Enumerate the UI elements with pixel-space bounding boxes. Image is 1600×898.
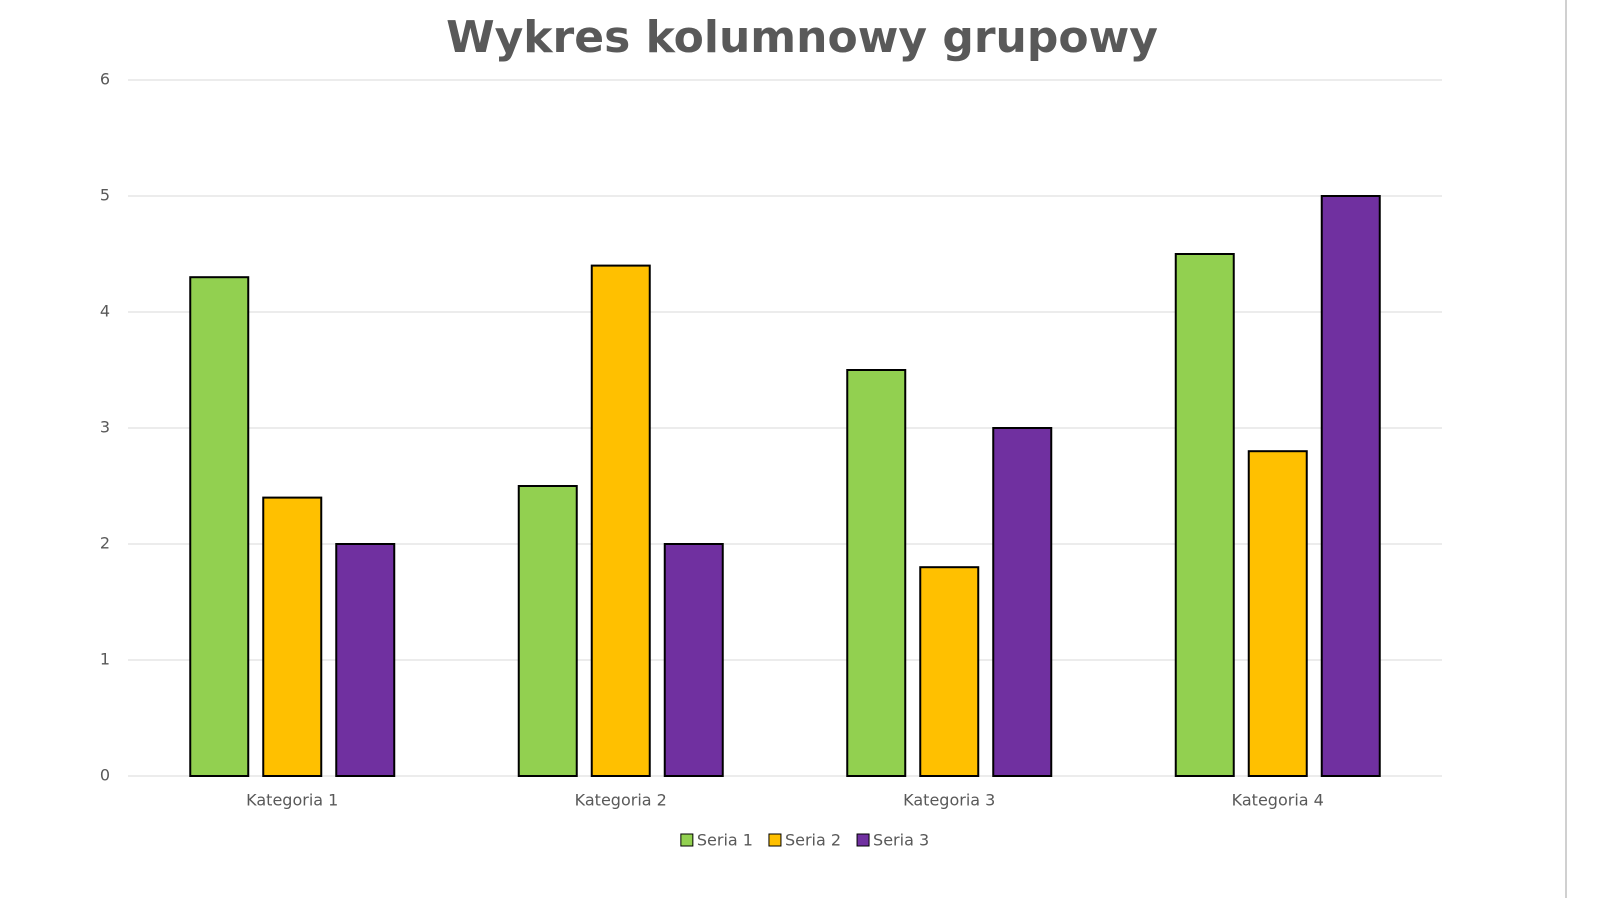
y-tick-label: 0 (100, 766, 110, 785)
x-tick-label: Kategoria 4 (1232, 791, 1324, 810)
legend-swatch (856, 833, 870, 847)
y-tick-label: 1 (100, 650, 110, 669)
legend-swatch (768, 833, 782, 847)
bar (590, 264, 651, 777)
x-tick-label: Kategoria 1 (246, 791, 338, 810)
bar (1247, 450, 1308, 777)
legend-label: Seria 2 (785, 831, 841, 850)
chart-title: Wykres kolumnowy grupowy (446, 12, 1158, 63)
bar (1174, 253, 1235, 777)
x-tick-label: Kategoria 2 (575, 791, 667, 810)
legend: Seria 1 Seria 2 Seria 3 (680, 831, 929, 850)
bar (189, 276, 250, 777)
x-tick-label: Kategoria 3 (903, 791, 995, 810)
bar (262, 496, 323, 777)
bar (919, 566, 980, 778)
y-tick-label: 6 (100, 70, 110, 89)
bar (992, 427, 1053, 777)
legend-label: Seria 1 (697, 831, 753, 850)
y-tick-label: 5 (100, 186, 110, 205)
bar (517, 485, 578, 777)
bar (846, 369, 907, 777)
y-tick-label: 2 (100, 534, 110, 553)
legend-swatch (680, 833, 694, 847)
bar (335, 543, 396, 777)
legend-label: Seria 3 (873, 831, 929, 850)
bar (663, 543, 724, 777)
y-tick-label: 4 (100, 302, 110, 321)
y-tick-label: 3 (100, 418, 110, 437)
bar (1320, 195, 1381, 777)
